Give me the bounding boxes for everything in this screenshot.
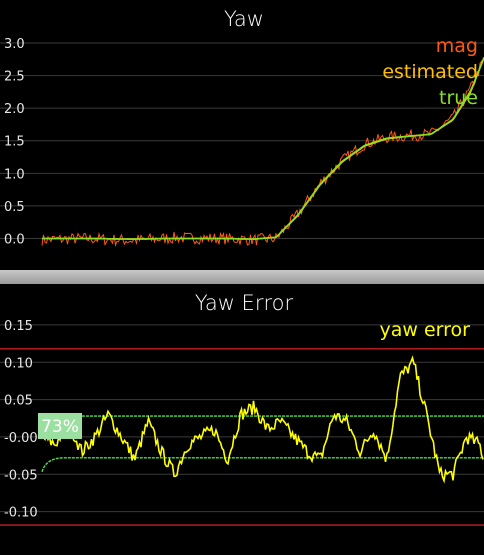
yaw-chart-title: Yaw	[224, 7, 264, 31]
y-tick-label: -0.05	[4, 468, 38, 483]
legend-entry: true	[439, 87, 478, 109]
yaw-chart-panel: Yaw 3.0 2.5 2.0 1.5 1.0 0.5 0.0 mag estimated tr…	[0, 0, 484, 270]
series-line-mag	[41, 59, 484, 247]
y-tick-label: 2.5	[4, 70, 25, 85]
percentage-badge-text: 73%	[41, 417, 79, 437]
series-line-true	[42, 57, 484, 240]
yaw-error-chart: Yaw Error 0.15 0.10 0.05 -0.00 -0.05 -0.10 ya…	[0, 291, 484, 526]
y-tick-label: 2.0	[4, 102, 25, 117]
y-tick-label: 0.0	[4, 232, 25, 247]
legend-entry: mag	[436, 35, 478, 57]
y-tick-label: 0.10	[4, 356, 33, 371]
y-tick-label: 1.0	[4, 167, 25, 182]
panel-divider[interactable]	[0, 270, 484, 284]
y-tick-label: 0.5	[4, 200, 25, 215]
y-tick-label: -0.00	[4, 431, 38, 446]
y-tick-label: 0.15	[4, 319, 33, 334]
series-line-estimated	[42, 57, 484, 240]
legend-entry: estimated	[382, 61, 478, 83]
legend-entry: yaw error	[380, 319, 471, 341]
series-line-yaw-error	[41, 355, 484, 484]
percentage-badge	[38, 412, 82, 439]
yaw-chart: Yaw 3.0 2.5 2.0 1.5 1.0 0.5 0.0 mag estimated tr…	[0, 7, 484, 247]
yaw-error-chart-title: Yaw Error	[195, 291, 294, 315]
green-threshold-line	[41, 457, 484, 473]
y-tick-label: 3.0	[4, 37, 25, 52]
y-tick-label: 1.5	[4, 135, 25, 150]
y-tick-label: 0.05	[4, 394, 33, 409]
y-tick-label: -0.10	[4, 506, 38, 521]
yaw-error-chart-panel: Yaw Error 0.15 0.10 0.05 -0.00 -0.05 -0.10 ya…	[0, 284, 484, 555]
